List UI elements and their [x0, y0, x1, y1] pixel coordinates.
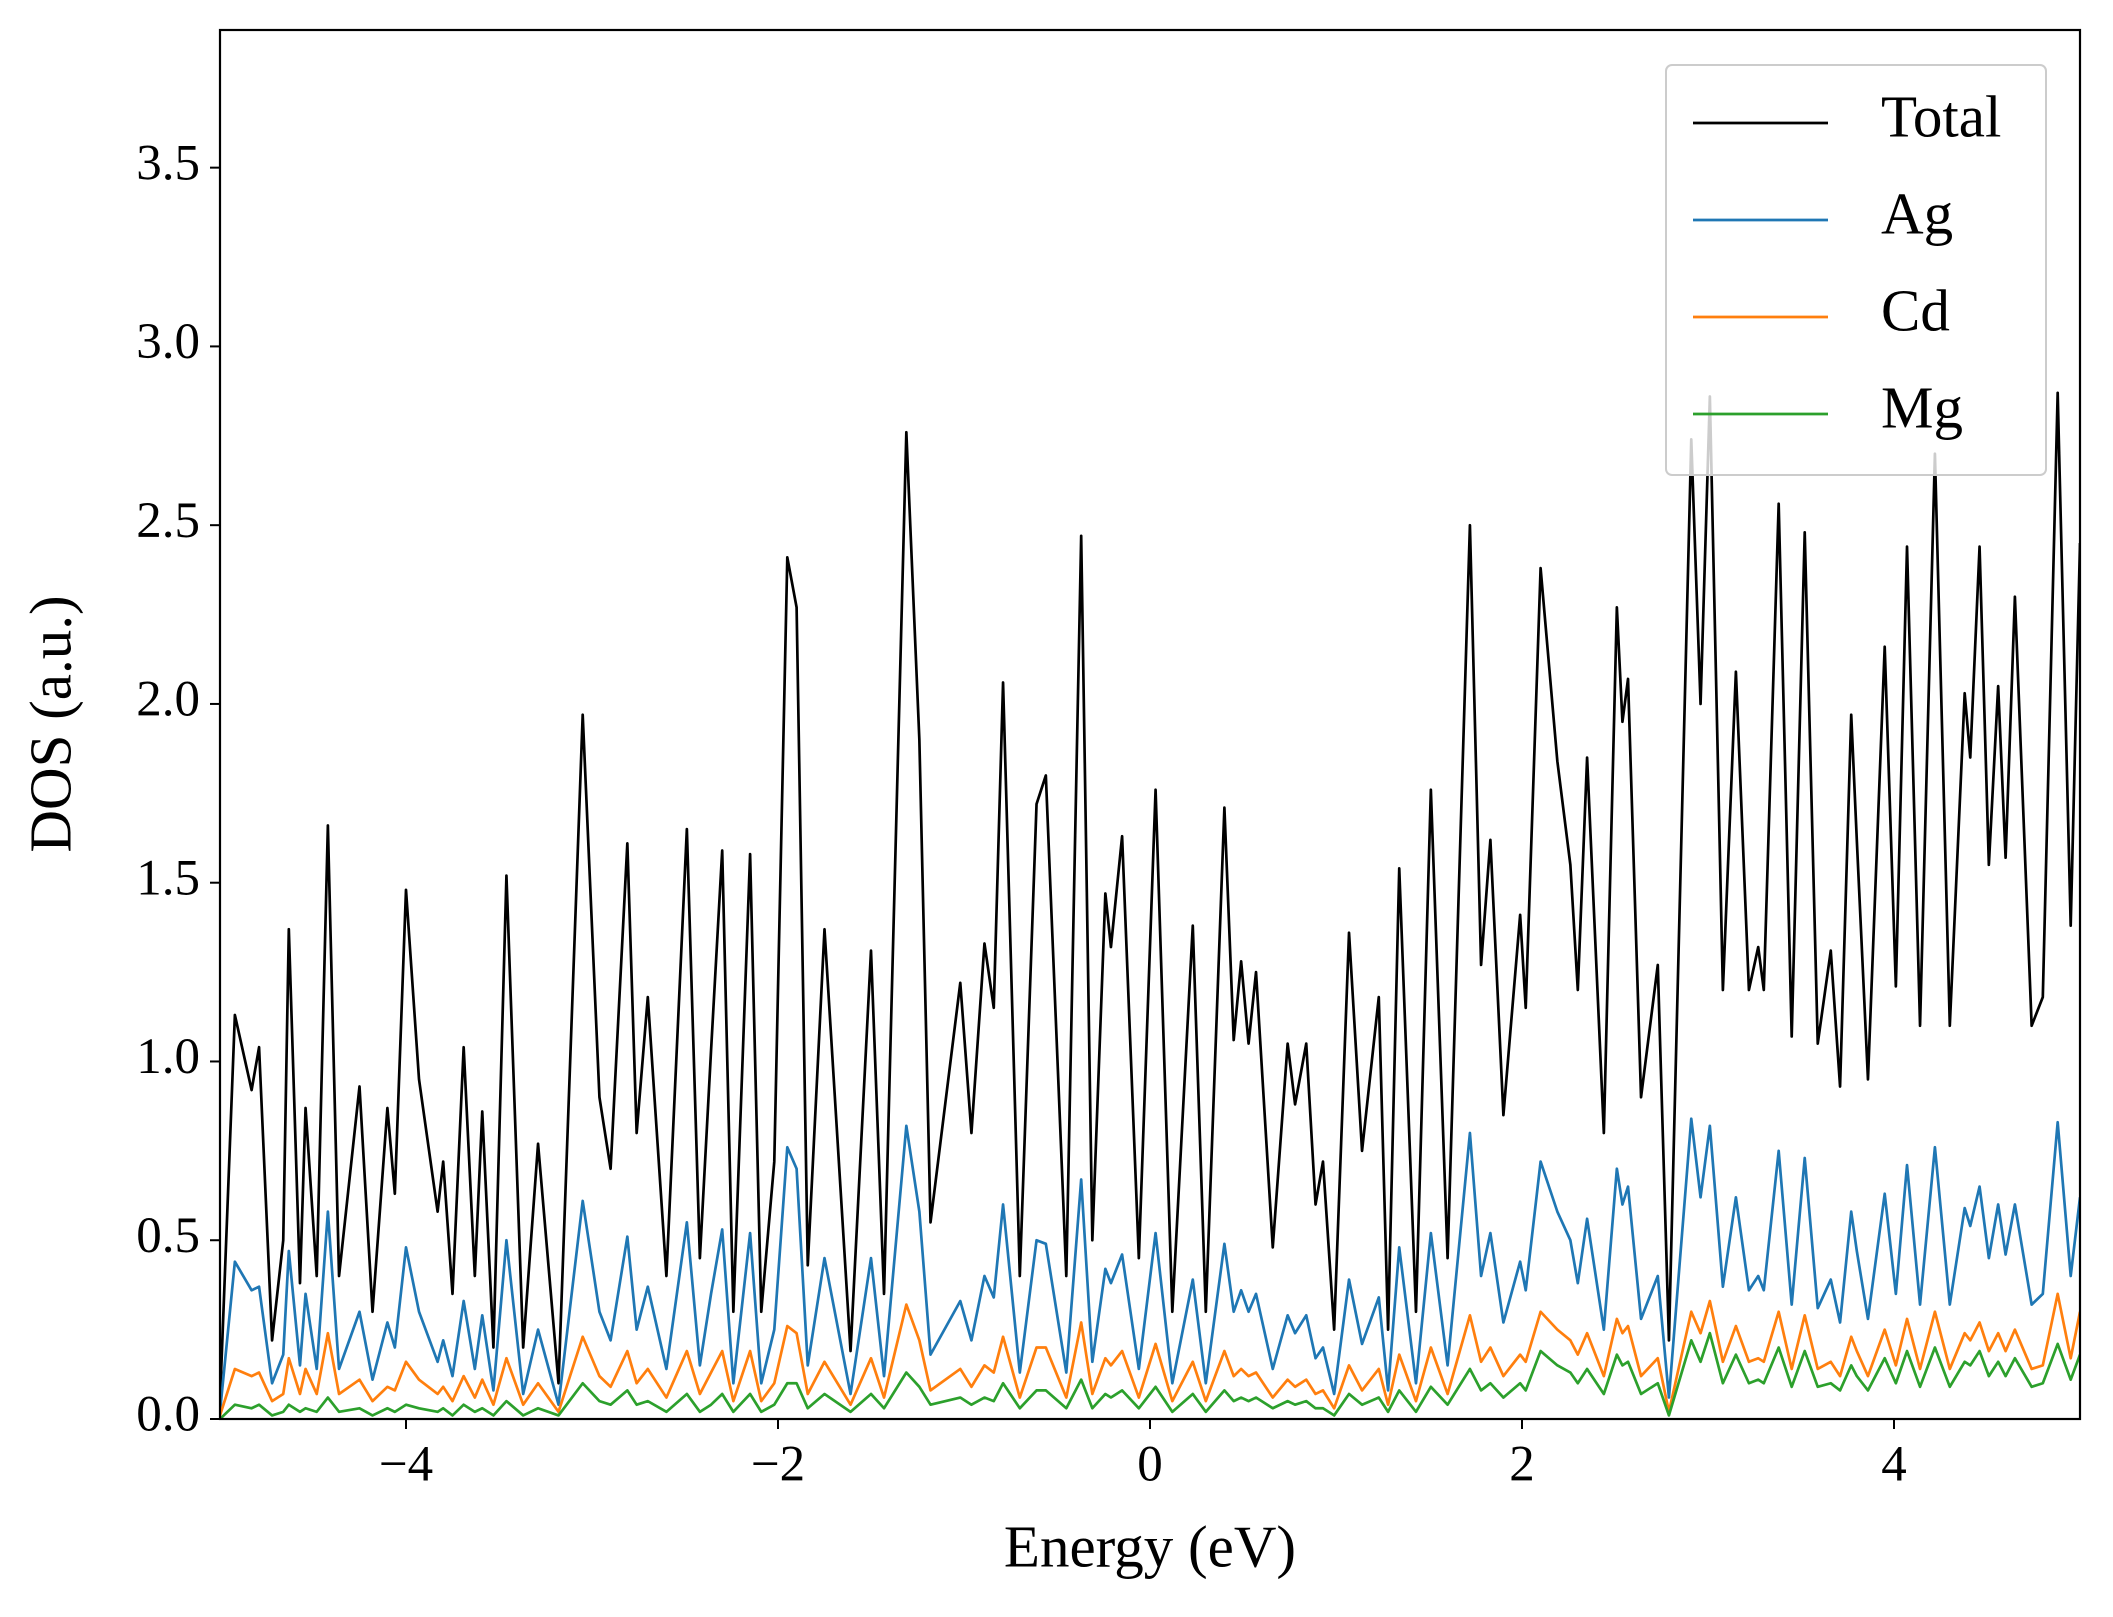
- y-tick-label: 3.0: [136, 314, 200, 370]
- x-tick-label: −2: [751, 1437, 805, 1493]
- legend-label: Cd: [1881, 278, 1950, 344]
- x-tick-label: 2: [1509, 1437, 1535, 1493]
- legend-label: Mg: [1881, 375, 1963, 441]
- legend: Total Ag Cd Mg: [1665, 64, 2047, 476]
- y-tick-label: 2.5: [136, 493, 200, 549]
- series-line: [220, 391, 2080, 1402]
- y-tick-label: 0.0: [136, 1387, 200, 1443]
- legend-label: Ag: [1881, 181, 1953, 247]
- y-tick-label: 1.5: [136, 850, 200, 906]
- y-tick-label: 0.5: [136, 1208, 200, 1264]
- series-line: [220, 1292, 2080, 1416]
- x-tick-label: 0: [1137, 1437, 1163, 1493]
- x-tick-label: 4: [1881, 1437, 1907, 1493]
- y-tick-label: 1.0: [136, 1029, 200, 1085]
- x-axis-label: Energy (eV): [1004, 1514, 1296, 1580]
- y-tick-label: 2.0: [136, 672, 200, 728]
- y-axis-label: DOS (a.u.): [18, 595, 84, 852]
- legend-box: [1665, 64, 2047, 476]
- series-line: [220, 1117, 2080, 1412]
- x-tick-label: −4: [379, 1437, 433, 1493]
- legend-label: Total: [1881, 84, 2001, 150]
- series-line: [220, 1331, 2080, 1419]
- plot-lines: [220, 391, 2080, 1419]
- y-tick-label: 3.5: [136, 135, 200, 191]
